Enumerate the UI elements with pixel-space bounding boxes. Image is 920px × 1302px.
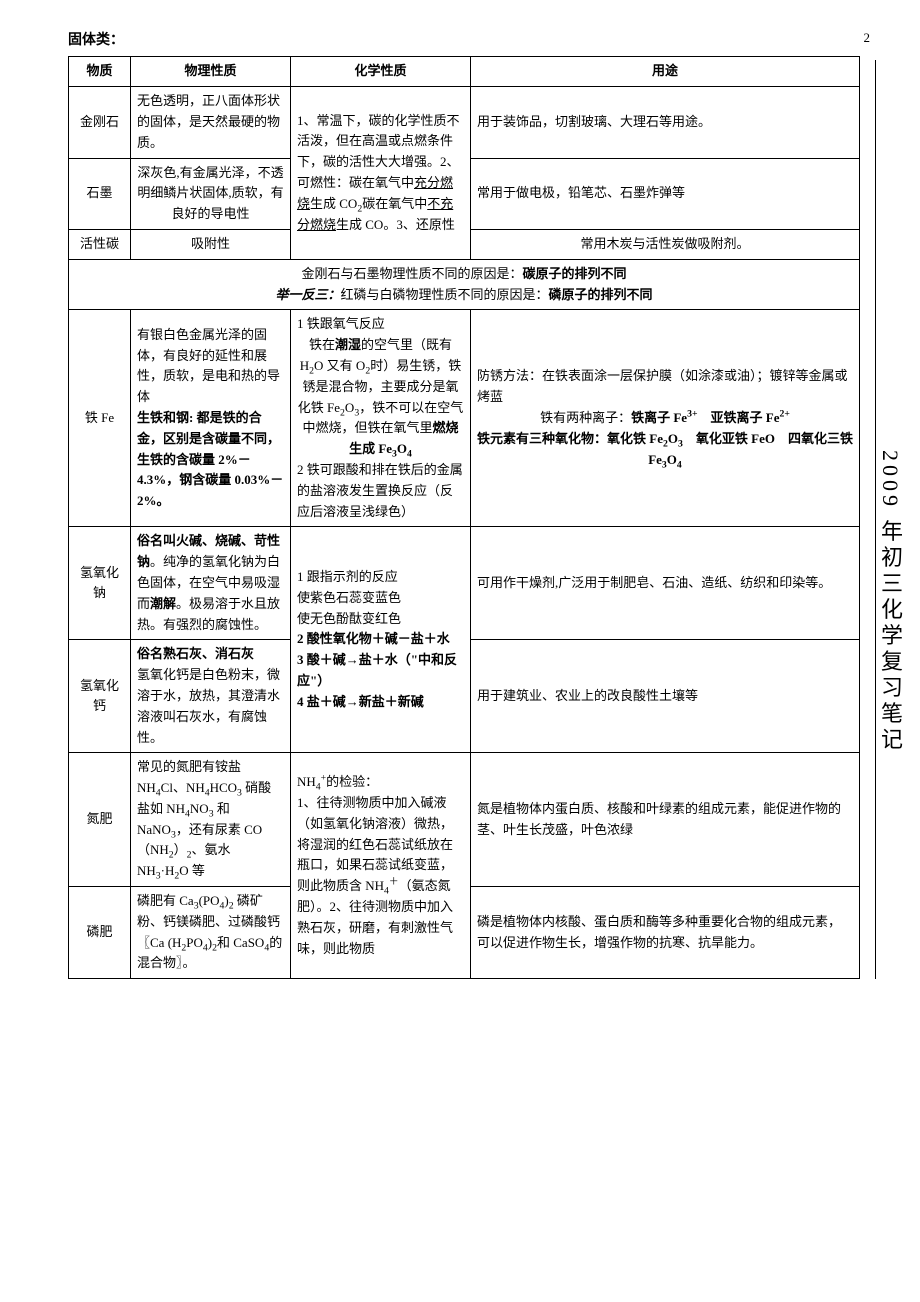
cell-physical-caoh: 俗名熟石灰、消石灰氢氧化钙是白色粉末，微溶于水，放热，其澄清水溶液叫石灰水，有腐… [131, 640, 291, 753]
cell-physical-pfert: 磷肥有 Ca3(PO4)2 磷矿粉、钙镁磷肥、过磷酸钙〖Ca (H2PO4)2和… [131, 887, 291, 979]
header-physical: 物理性质 [131, 57, 291, 87]
note-carbon: 金刚石与石墨物理性质不同的原因是：碳原子的排列不同 举一反三：红磷与白磷物理性质… [69, 259, 860, 310]
table-header-row: 物质 物理性质 化学性质 用途 [69, 57, 860, 87]
cell-physical-nfert: 常见的氮肥有铵盐 NH4Cl、NH4HCO3 硝酸盐如 NH4NO3 和 NaN… [131, 753, 291, 887]
cell-physical-iron: 有银白色金属光泽的固体，有良好的延性和展性，质软，是电和热的导体 生铁和钢: 都… [131, 310, 291, 527]
table-row: 金刚石 无色透明，正八面体形状的固体，是天然最硬的物质。 1、常温下，碳的化学性… [69, 87, 860, 158]
cell-physical: 吸附性 [131, 229, 291, 259]
cell-use: 用于装饰品，切割玻璃、大理石等用途。 [471, 87, 860, 158]
cell-substance: 磷肥 [69, 887, 131, 979]
header-chemical: 化学性质 [291, 57, 471, 87]
header-use: 用途 [471, 57, 860, 87]
cell-chemical-carbon: 1、常温下，碳的化学性质不活泼，但在高温或点燃条件下，碳的活性大大增强。2、可燃… [291, 87, 471, 260]
cell-substance: 氮肥 [69, 753, 131, 887]
substances-table: 物质 物理性质 化学性质 用途 金刚石 无色透明，正八面体形状的固体，是天然最硬… [68, 56, 860, 979]
cell-substance: 金刚石 [69, 87, 131, 158]
cell-chemical-iron: 1 铁跟氧气反应 铁在潮湿的空气里（既有 H2O 又有 O2时）易生锈，铁锈是混… [291, 310, 471, 527]
cell-physical-naoh: 俗名叫火碱、烧碱、苛性钠。纯净的氢氧化钠为白色固体，在空气中易吸湿而潮解。极易溶… [131, 527, 291, 640]
cell-use: 常用于做电极，铅笔芯、石墨炸弹等 [471, 158, 860, 229]
table-row: 氢氧化钠 俗名叫火碱、烧碱、苛性钠。纯净的氢氧化钠为白色固体，在空气中易吸湿而潮… [69, 527, 860, 640]
cell-use: 氮是植物体内蛋白质、核酸和叶绿素的组成元素，能促进作物的茎、叶生长茂盛，叶色浓绿 [471, 753, 860, 887]
cell-chemical-base: 1 跟指示剂的反应 使紫色石蕊变蓝色 使无色酚酞变红色 2 酸性氧化物＋碱－盐＋… [291, 527, 471, 753]
side-title: 2009 年初三化学复习笔记 [873, 450, 908, 754]
header-substance: 物质 [69, 57, 131, 87]
cell-substance: 活性碳 [69, 229, 131, 259]
cell-substance: 氢氧化钠 [69, 527, 131, 640]
table-row: 铁 Fe 有银白色金属光泽的固体，有良好的延性和展性，质软，是电和热的导体 生铁… [69, 310, 860, 527]
cell-physical: 无色透明，正八面体形状的固体，是天然最硬的物质。 [131, 87, 291, 158]
cell-substance: 石墨 [69, 158, 131, 229]
cell-substance: 氢氧化钙 [69, 640, 131, 753]
cell-physical: 深灰色,有金属光泽，不透明细鳞片状固体,质软，有良好的导电性 [131, 158, 291, 229]
cell-use: 用于建筑业、农业上的改良酸性土壤等 [471, 640, 860, 753]
section-title: 固体类： [68, 30, 860, 52]
cell-use: 常用木炭与活性炭做吸附剂。 [471, 229, 860, 259]
cell-use: 磷是植物体内核酸、蛋白质和酶等多种重要化合物的组成元素，可以促进作物生长，增强作… [471, 887, 860, 979]
cell-substance: 铁 Fe [69, 310, 131, 527]
cell-use-iron: 防锈方法：在铁表面涂一层保护膜（如涂漆或油）；镀锌等金属或烤蓝 铁有两种离子：铁… [471, 310, 860, 527]
cell-chemical-fert: NH4+的检验： 1、往待测物质中加入碱液（如氢氧化钠溶液）微热，将湿润的红色石… [291, 753, 471, 979]
page-number: 2 [864, 28, 871, 49]
table-row: 氮肥 常见的氮肥有铵盐 NH4Cl、NH4HCO3 硝酸盐如 NH4NO3 和 … [69, 753, 860, 887]
cell-use: 可用作干燥剂,广泛用于制肥皂、石油、造纸、纺织和印染等。 [471, 527, 860, 640]
note-row: 金刚石与石墨物理性质不同的原因是：碳原子的排列不同 举一反三：红磷与白磷物理性质… [69, 259, 860, 310]
